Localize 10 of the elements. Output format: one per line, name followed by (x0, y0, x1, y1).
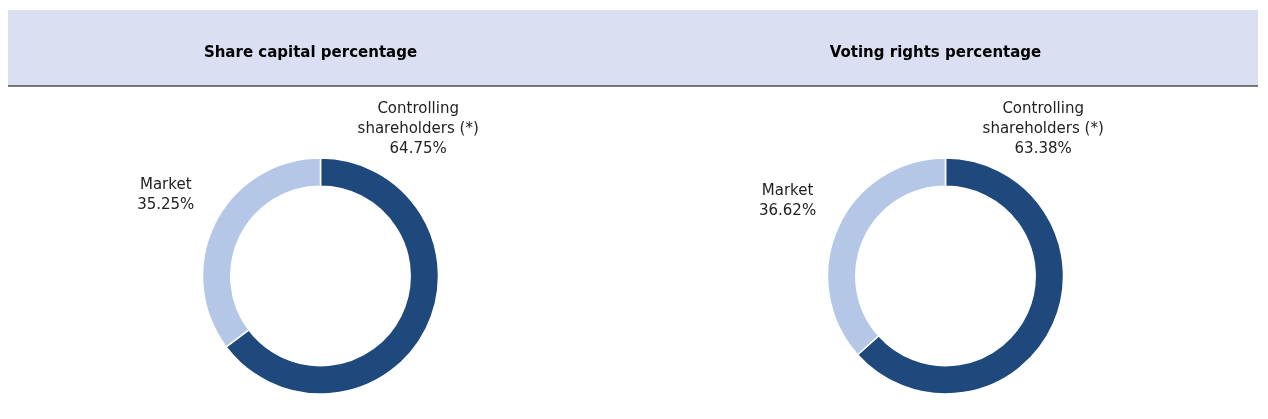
data-label: 64.75% (389, 139, 447, 158)
chart-title: Share capital percentage (203, 43, 418, 61)
slice-label: Market (139, 174, 192, 193)
slice-label: Controlling shareholders (*) (357, 99, 479, 138)
data-label: 35.25% (137, 194, 195, 213)
slice-label: Controlling shareholders (*) (982, 99, 1104, 138)
slice-label: Market (761, 181, 814, 200)
chart-title: Voting rights percentage (829, 43, 1042, 61)
data-label: 36.62% (758, 201, 817, 220)
data-label: 63.38% (1014, 139, 1072, 158)
